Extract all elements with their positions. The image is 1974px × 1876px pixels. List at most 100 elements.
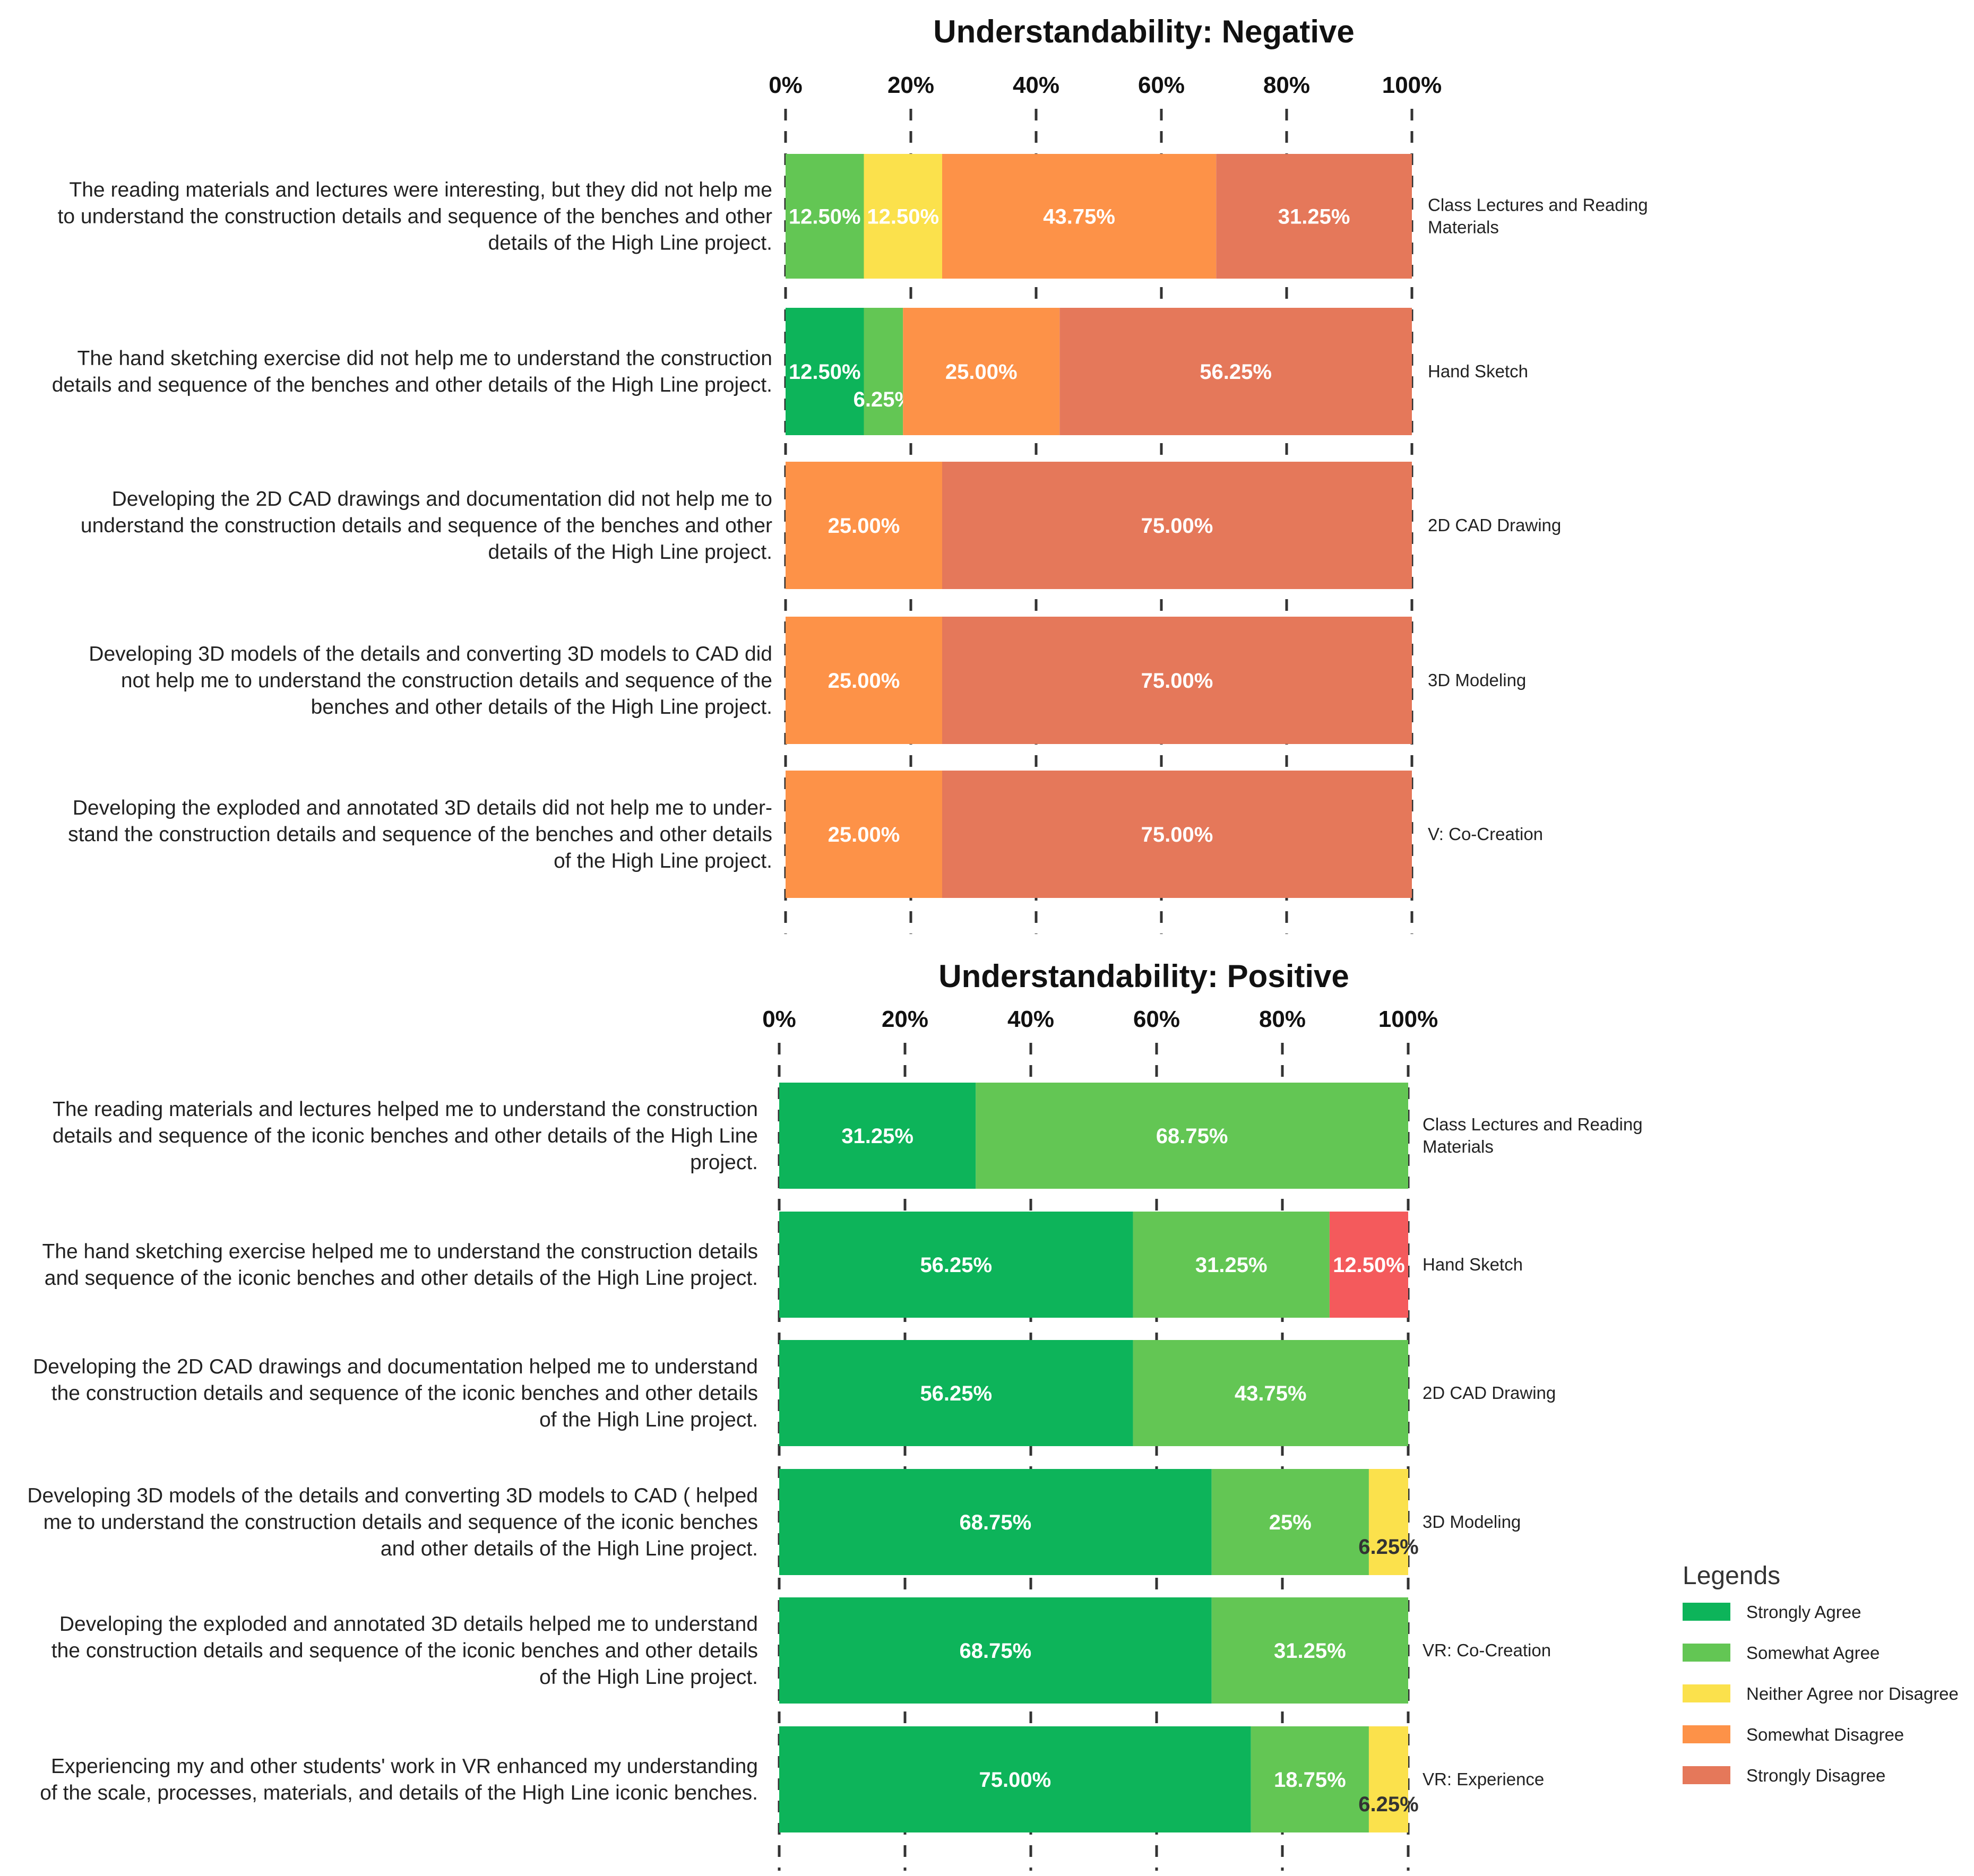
legend-swatch-strongly-disagree — [1683, 1766, 1730, 1784]
x-tick-label: 100% — [1378, 1006, 1438, 1032]
bar-row: 56.25% 43.75% Developing the 2D CAD drawin… — [33, 1340, 1556, 1446]
data-label: 25.00% — [828, 514, 900, 538]
question-label: The hand sketching exercise helped me to… — [42, 1240, 758, 1290]
data-label: 75.00% — [979, 1768, 1051, 1792]
bar-row: 75.00% 18.75% 6.25% Experiencing my and oth… — [40, 1726, 1544, 1832]
bar-segment-strongly-agree — [779, 1083, 976, 1189]
chart-title-positive: Understandability: Positive — [938, 958, 1349, 994]
category-label: Hand Sketch — [1428, 361, 1528, 381]
category-label: Class Lectures and Reading Materials — [1428, 195, 1648, 237]
bar-segment-somewhat-disagree — [786, 617, 942, 744]
bar-row: 68.75% 25% 6.25% Developing 3D models of th… — [27, 1469, 1521, 1575]
data-label: 12.50% — [789, 205, 861, 229]
question-label: The hand sketching exercise did not help… — [52, 347, 772, 396]
x-tick-label: 60% — [1138, 72, 1185, 98]
bar-row: 56.25% 31.25% 12.50% The hand sketching exe… — [42, 1212, 1523, 1318]
category-label: V: Co-Creation — [1428, 824, 1543, 844]
bar-segment-somewhat-agree — [864, 308, 903, 435]
bar-segment-somewhat-agree — [1211, 1597, 1408, 1704]
legend-label: Neither Agree nor Disagree — [1746, 1684, 1959, 1704]
data-label: 6.25% — [1358, 1793, 1418, 1816]
bar-segment-strongly-disagree — [942, 771, 1412, 898]
category-label: 3D Modeling — [1423, 1512, 1521, 1532]
bar-row: 68.75% 31.25% Developing the exploded and … — [51, 1597, 1551, 1704]
bar-row: 25.00% 75.00% Developing the 2D CAD drawin… — [81, 462, 1561, 589]
bar-segment-neither — [1368, 1469, 1408, 1575]
x-tick-label: 80% — [1259, 1006, 1306, 1032]
positive-panel: Understandability: Positive 0% 20% 40% 60% 8… — [27, 958, 1643, 1871]
bar-segment-somewhat-agree — [1133, 1340, 1408, 1446]
legend-swatch-strongly-agree — [1683, 1603, 1730, 1621]
data-label: 43.75% — [1235, 1382, 1307, 1405]
chart-title-negative: Understandability: Negative — [933, 14, 1355, 49]
data-label: 31.25% — [1278, 205, 1350, 229]
question-label: Developing 3D models of the details and … — [27, 1484, 758, 1560]
category-label: Hand Sketch — [1423, 1255, 1523, 1274]
data-label: 12.50% — [867, 205, 939, 229]
question-label: The reading materials and lectures were … — [58, 179, 772, 255]
bar-segment-neither — [1368, 1726, 1408, 1832]
data-label: 75.00% — [1141, 669, 1213, 693]
x-tick-label: 0% — [769, 72, 803, 98]
bar-segment-strongly-disagree — [1059, 308, 1412, 435]
legend-swatch-somewhat-agree — [1683, 1644, 1730, 1662]
data-label: 68.75% — [960, 1639, 1032, 1663]
category-label: VR: Experience — [1423, 1769, 1544, 1789]
data-label: 43.75% — [1043, 205, 1115, 229]
category-label: 2D CAD Drawing — [1423, 1383, 1556, 1403]
x-tick-label: 40% — [1013, 72, 1059, 98]
legend-title: Legends — [1683, 1562, 1780, 1590]
category-label: Class Lectures and Reading Materials — [1423, 1114, 1643, 1156]
bar-segment-strongly-agree — [779, 1597, 1212, 1704]
data-label: 12.50% — [789, 360, 861, 384]
legend-label: Strongly Disagree — [1746, 1766, 1885, 1785]
category-label: VR: Co-Creation — [1423, 1640, 1551, 1660]
bar-segment-neither — [864, 154, 942, 279]
x-tick-label: 20% — [882, 1006, 928, 1032]
negative-panel: Understandability: Negative 0% 20% 40% 60% 8… — [52, 14, 1648, 934]
bar-segment-strongly-disagree — [1216, 154, 1412, 279]
category-label: 3D Modeling — [1428, 670, 1526, 690]
bar-segment-somewhat-agree — [786, 154, 864, 279]
question-label: Developing the 2D CAD drawings and docum… — [81, 488, 772, 564]
bar-segment-red — [1329, 1212, 1408, 1318]
data-label: 56.25% — [1200, 360, 1272, 384]
data-label: 31.25% — [841, 1125, 913, 1148]
data-label: 12.50% — [1333, 1253, 1405, 1277]
x-tick-label: 0% — [762, 1006, 796, 1032]
x-tick-label: 80% — [1263, 72, 1310, 98]
question-label: Developing 3D models of the details and … — [89, 643, 772, 719]
category-label: 2D CAD Drawing — [1428, 515, 1561, 535]
x-tick-label: 40% — [1007, 1006, 1054, 1032]
bar-row: 25.00% 75.00% Developing 3D models of the … — [89, 617, 1526, 744]
legend-label: Somewhat Disagree — [1746, 1725, 1904, 1744]
data-label: 6.25% — [1358, 1535, 1418, 1559]
x-tick-label: 60% — [1133, 1006, 1180, 1032]
question-label: Experiencing my and other students' work… — [40, 1755, 758, 1804]
bar-segment-strongly-disagree — [942, 617, 1412, 744]
x-tick-label: 100% — [1382, 72, 1442, 98]
legend-label: Somewhat Agree — [1746, 1643, 1880, 1663]
bar-segment-somewhat-agree — [1133, 1212, 1330, 1318]
bar-segment-somewhat-agree — [976, 1083, 1408, 1189]
question-label: Developing the exploded and annotated 3D… — [68, 797, 772, 872]
data-label: 25% — [1269, 1511, 1312, 1534]
bar-row: 12.50%6.25%25.00% 56.25%The hand sketchin… — [52, 308, 1528, 435]
question-label: Developing the exploded and annotated 3D… — [51, 1613, 758, 1689]
bar-segment-somewhat-disagree — [786, 771, 942, 898]
data-label: 75.00% — [1141, 514, 1213, 538]
bar-segment-strongly-agree — [779, 1726, 1251, 1832]
bar-segment-somewhat-disagree — [903, 308, 1060, 435]
data-label: 75.00% — [1141, 823, 1213, 846]
data-label: 25.00% — [945, 360, 1018, 384]
data-label: 31.25% — [1274, 1639, 1346, 1663]
data-label: 56.25% — [920, 1253, 992, 1277]
data-label: 25.00% — [828, 823, 900, 846]
bar-segment-somewhat-disagree — [786, 462, 942, 589]
bar-segment-somewhat-agree — [1211, 1469, 1369, 1575]
data-label: 68.75% — [960, 1511, 1032, 1534]
bar-segment-strongly-agree — [779, 1212, 1133, 1318]
bar-row: 25.00% 75.00% Developing the exploded and … — [68, 771, 1543, 898]
bar-segment-strongly-agree — [779, 1469, 1212, 1575]
